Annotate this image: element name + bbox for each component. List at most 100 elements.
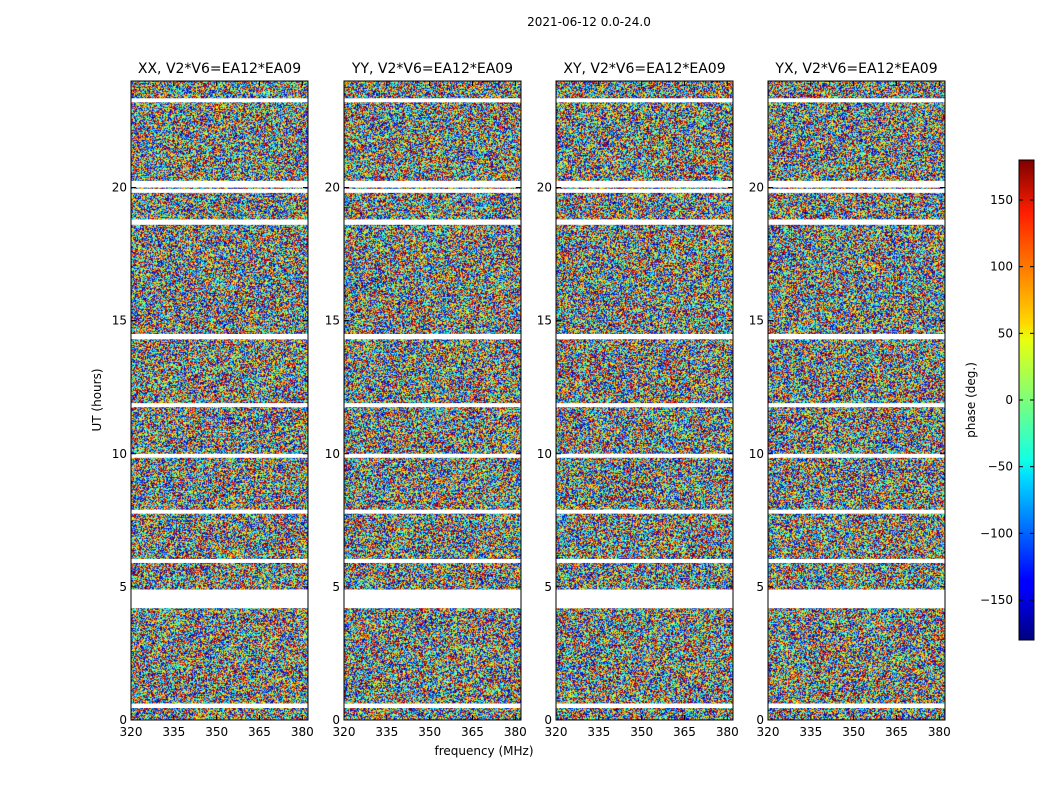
panel-frame [130,80,309,721]
x-tick-label: 335 [587,725,610,739]
flagged-gap [768,188,945,193]
flagged-gap [556,403,733,408]
figure-suptitle: 2021-06-12 0.0-24.0 [527,15,651,29]
y-tick-label: 0 [119,713,127,727]
flagged-gap [131,703,308,709]
flagged-gap [344,703,521,709]
x-tick-label: 320 [757,725,780,739]
x-tick-label: 365 [885,725,908,739]
y-axis-label: UT (hours) [90,368,104,431]
x-tick-label: 335 [375,725,398,739]
colorbar-tick-label: 100 [990,260,1013,274]
x-tick-label: 320 [120,725,143,739]
flagged-gap [344,509,521,514]
y-tick-label: 20 [749,181,764,195]
x-tick-label: 320 [545,725,568,739]
flagged-gap [768,589,945,609]
flagged-gap [344,188,521,193]
x-tick-label: 335 [799,725,822,739]
flagged-gap [344,219,521,225]
panel-3: YX, V2*V6=EA12*EA09 320 335 350 365 380 0 5 10 15… [749,61,951,739]
x-tick-label: 350 [418,725,441,739]
flagged-gap [131,180,308,188]
y-tick-label: 0 [756,713,764,727]
panel-frame [767,80,946,721]
panel-2: XY, V2*V6=EA12*EA09 320 335 350 365 380 0 5 10 15… [537,61,739,739]
phase-heatmap [768,81,945,720]
panel-1: YY, V2*V6=EA12*EA09 320 335 350 365 380 0 5 10 15… [325,61,527,739]
flagged-gap [556,333,733,340]
flagged-gap [556,219,733,225]
flagged-gap [556,703,733,709]
colorbar-tick-label: −150 [980,593,1013,607]
y-tick-label: 5 [756,580,764,594]
y-tick-label: 5 [119,580,127,594]
colorbar: 150 100 50 0 −50 −100 −150 phase (deg.) [964,159,1035,641]
panel-frame [555,80,734,721]
colorbar-tick-label: 0 [1005,393,1013,407]
panel-0: XX, V2*V6=EA12*EA09 320 335 350 365 380 0 5 10 15… [112,61,314,739]
panel-title: YY, V2*V6=EA12*EA09 [351,61,513,77]
flagged-gap [768,403,945,408]
flagged-gap [344,589,521,609]
flagged-gap [131,219,308,225]
y-tick-label: 10 [749,447,764,461]
y-tick-label: 5 [332,580,340,594]
y-tick-label: 0 [544,713,552,727]
phase-heatmap [131,81,308,720]
x-tick-label: 350 [630,725,653,739]
y-tick-label: 10 [537,447,552,461]
x-axis-label: frequency (MHz) [434,744,533,758]
flagged-gap [768,703,945,709]
flagged-gap [556,180,733,188]
y-tick-label: 20 [325,181,340,195]
y-tick-label: 5 [544,580,552,594]
flagged-gap [131,589,308,609]
flagged-gap [131,333,308,340]
flagged-gap [556,558,733,563]
flagged-gap [131,98,308,103]
colorbar-tick-label: −50 [988,460,1013,474]
flagged-gap [556,453,733,458]
flagged-gap [768,333,945,340]
flagged-gap [131,558,308,563]
flagged-gap [131,453,308,458]
flagged-gap [131,188,308,193]
colorbar-ticks: 150 100 50 0 −50 −100 −150 [980,193,1034,607]
y-tick-label: 10 [112,447,127,461]
panels: XX, V2*V6=EA12*EA09 320 335 350 365 380 0 5 10 15… [112,61,951,739]
y-tick-label: 15 [325,314,340,328]
flagged-gap [768,509,945,514]
flagged-gap [344,453,521,458]
x-tick-label: 380 [291,725,314,739]
flagged-gap [131,403,308,408]
x-tick-label: 335 [162,725,185,739]
flagged-gap [344,403,521,408]
x-tick-label: 380 [928,725,951,739]
x-tick-label: 365 [461,725,484,739]
colorbar-tick-label: 50 [998,326,1013,340]
flagged-gap [556,589,733,609]
y-tick-label: 15 [537,314,552,328]
flagged-gap [768,558,945,563]
x-tick-label: 380 [716,725,739,739]
phase-heatmap [344,81,521,720]
flagged-gap [768,219,945,225]
flagged-gap [131,509,308,514]
flagged-gap [344,180,521,188]
flagged-gap [556,98,733,103]
panel-title: XY, V2*V6=EA12*EA09 [563,61,725,77]
flagged-gap [768,453,945,458]
y-tick-label: 10 [325,447,340,461]
flagged-gap [344,333,521,340]
y-tick-label: 15 [112,314,127,328]
y-tick-label: 0 [332,713,340,727]
x-tick-label: 350 [842,725,865,739]
flagged-gap [768,98,945,103]
flagged-gap [556,188,733,193]
y-tick-label: 15 [749,314,764,328]
x-tick-label: 365 [248,725,271,739]
colorbar-tick-label: −100 [980,526,1013,540]
flagged-gap [556,509,733,514]
panel-frame [343,80,522,721]
